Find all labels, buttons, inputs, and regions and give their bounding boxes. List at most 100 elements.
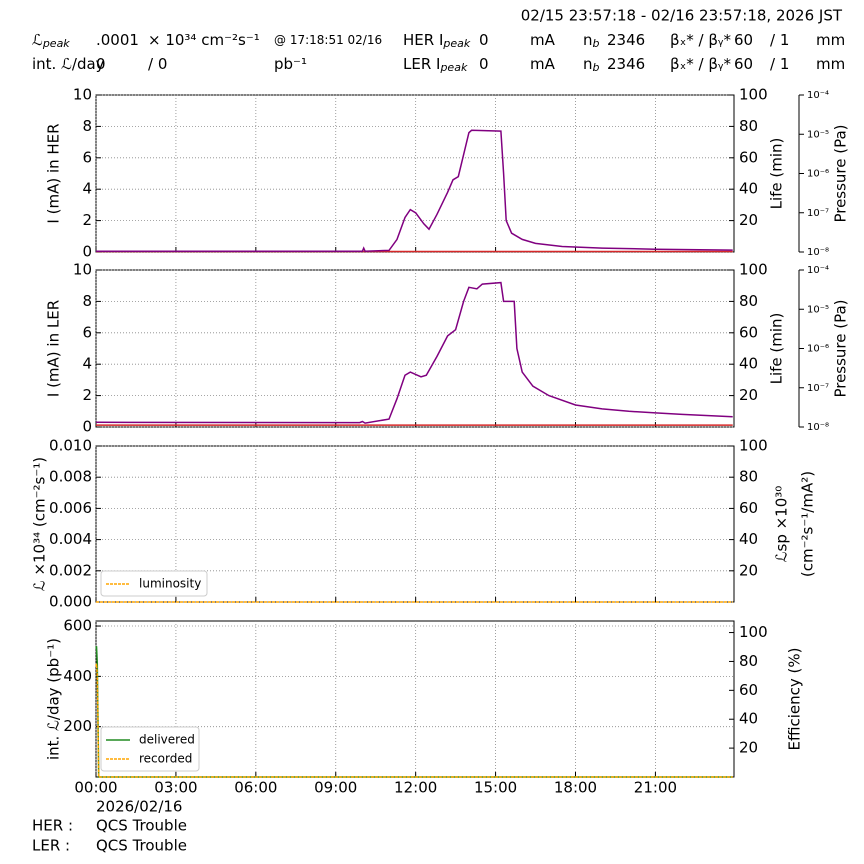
y-axis-label: I (mA) in HER: [45, 123, 63, 223]
header-text: 60: [734, 31, 753, 49]
y3-tick-label: 10⁻⁵: [807, 129, 829, 140]
y-tick-label: 600: [63, 617, 92, 635]
header-text: .0001: [96, 31, 139, 49]
header-text: mm: [816, 31, 845, 49]
y2-axis-label: Efficiency (%): [786, 648, 804, 751]
y2-tick-label: 80: [739, 468, 758, 486]
y-tick-label: 200: [63, 717, 92, 735]
header-item: 2346: [607, 31, 645, 49]
y3-tick-label: 10⁻⁴: [807, 265, 829, 276]
header-item: @ 17:18:51 02/16: [274, 33, 382, 47]
y3-tick-label: 10⁻⁵: [807, 304, 829, 315]
header-text: LER I: [403, 55, 440, 73]
header-text: pb⁻¹: [274, 55, 307, 73]
footer-item: QCS Trouble: [96, 837, 187, 855]
y-tick-label: 0.008: [49, 468, 92, 486]
y-tick-label: 0.010: [49, 437, 92, 455]
header-item: nb: [583, 55, 600, 75]
y3-tick-label: 10⁻⁸: [807, 247, 829, 258]
y2-tick-label: 40: [739, 530, 758, 548]
y2-tick-label: 100: [739, 86, 768, 104]
header-text: ℒ: [32, 31, 43, 49]
header-sub: b: [593, 37, 600, 50]
footer-item: HER :: [32, 817, 73, 835]
y3-tick-label: 10⁻⁷: [807, 383, 829, 394]
y2-tick-label: 60: [739, 681, 758, 699]
legend-label: recorded: [139, 752, 192, 766]
header-item: HER Ipeak: [403, 31, 471, 51]
y-tick-label: 0.002: [49, 561, 92, 579]
y2-tick-label: 60: [739, 499, 758, 517]
header-item: βₓ* / βᵧ*: [670, 31, 731, 49]
y2-tick-label: 100: [739, 261, 768, 279]
x-tick-label: 09:00: [314, 779, 357, 797]
series-line: [96, 129, 733, 252]
header-item: 0: [96, 55, 106, 73]
header-text: 0: [479, 31, 489, 49]
y-tick-label: 4: [82, 355, 92, 373]
header-item: βₓ* / βᵧ*: [670, 55, 731, 73]
header-item: nb: [583, 31, 600, 51]
header-text: n: [583, 31, 593, 49]
header-item: 2346: [607, 55, 645, 73]
x-tick-label: 12:00: [394, 779, 437, 797]
legend-box: [100, 726, 200, 772]
plot-frame: [95, 94, 735, 253]
header-text: βₓ* / βᵧ*: [670, 55, 731, 73]
header-text: mA: [530, 55, 556, 73]
header-item: int. ℒ/day: [32, 55, 105, 73]
header-text: @ 17:18:51 02/16: [274, 33, 382, 47]
y-tick-label: 0: [82, 243, 92, 261]
header-sub: peak: [439, 61, 467, 74]
y2-tick-label: 100: [739, 437, 768, 455]
x-tick-label: 18:00: [554, 779, 597, 797]
header-text: n: [583, 55, 593, 73]
y-tick-label: 6: [82, 323, 92, 341]
y3-tick-label: 10⁻⁴: [807, 90, 829, 101]
header-item: mA: [530, 55, 556, 73]
header-item: 0: [479, 55, 489, 73]
y3-tick-label: 10⁻⁷: [807, 208, 829, 219]
y-tick-label: 4: [82, 180, 92, 198]
footer-item: LER :: [32, 837, 70, 855]
y3-tick-label: 10⁻⁸: [807, 422, 829, 433]
y-tick-label: 0: [82, 418, 92, 436]
header-item: 60: [734, 55, 753, 73]
y2-axis-label: Life (min): [768, 313, 786, 385]
y2-tick-label: 20: [739, 739, 758, 757]
y2-tick-label: 80: [739, 292, 758, 310]
header-text: int. ℒ/day: [32, 55, 105, 73]
header-item: LER Ipeak: [403, 55, 468, 75]
header-text: × 10³⁴ cm⁻²s⁻¹: [148, 31, 260, 49]
header-sub: b: [593, 61, 600, 74]
date-label: 2026/02/16: [96, 798, 182, 816]
x-tick-label: 21:00: [634, 779, 677, 797]
header-item: × 10³⁴ cm⁻²s⁻¹: [148, 31, 260, 49]
y3-axis-label: Pressure (Pa): [832, 124, 850, 222]
y-tick-label: 10: [73, 261, 92, 279]
header-text: 2346: [607, 31, 645, 49]
header-text: 2346: [607, 55, 645, 73]
header-item: / 1: [770, 31, 789, 49]
legend-label: luminosity: [139, 577, 201, 591]
x-tick-label: 06:00: [234, 779, 277, 797]
y-tick-label: 400: [63, 667, 92, 685]
y-tick-label: 10: [73, 86, 92, 104]
header-text: mm: [816, 55, 845, 73]
y2-tick-label: 60: [739, 148, 758, 166]
header-text: / 1: [770, 55, 789, 73]
header-text: mA: [530, 31, 556, 49]
header-item: pb⁻¹: [274, 55, 307, 73]
series-line: [95, 281, 733, 424]
header-item: mm: [816, 55, 845, 73]
y2-axis-label: ℒsp ×10³⁰: [773, 486, 791, 563]
y2-tick-label: 100: [739, 623, 768, 641]
y3-axis-label: Pressure (Pa): [832, 299, 850, 397]
y2-tick-label: 40: [739, 710, 758, 728]
header-item: / 1: [770, 55, 789, 73]
y-tick-label: 0.006: [49, 499, 92, 517]
y-tick-label: 2: [82, 211, 92, 229]
header-item: .0001: [96, 31, 139, 49]
y-tick-label: 6: [82, 148, 92, 166]
time-range: 02/15 23:57:18 - 02/16 23:57:18, 2026 JS…: [521, 7, 843, 25]
